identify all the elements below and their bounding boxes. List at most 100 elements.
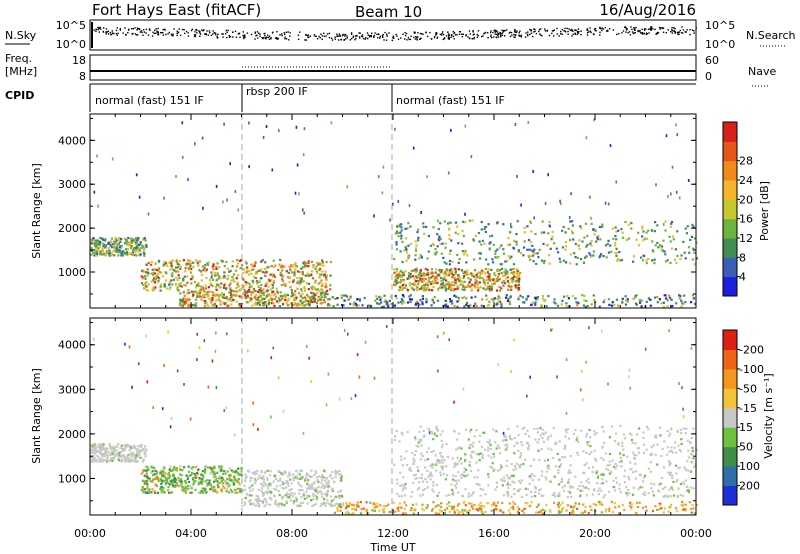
- velocity-scatter-cell: [169, 475, 172, 478]
- power-scatter-cell: [210, 301, 213, 304]
- nsky-tick-top: 10^5: [56, 19, 86, 32]
- power-scatter-cell: [163, 196, 165, 200]
- power-scatter-cell: [652, 250, 655, 253]
- power-scatter-cell: [461, 229, 464, 233]
- power-scatter-cell: [667, 194, 669, 198]
- power-scatter-cell: [116, 243, 119, 246]
- velocity-scatter-cell: [440, 510, 443, 513]
- velocity-scatter-cell: [470, 451, 473, 454]
- nsky-dot: [571, 35, 573, 37]
- power-scatter-cell: [153, 272, 157, 275]
- velocity-scatter-cell: [334, 476, 337, 479]
- power-scatter-cell: [403, 249, 406, 252]
- power-scatter-cell: [512, 277, 515, 280]
- power-colorbar-label: 28: [739, 155, 753, 168]
- velocity-scatter-cell: [693, 512, 697, 515]
- power-scatter-cell: [457, 232, 460, 236]
- power-scatter-cell: [564, 241, 568, 244]
- power-scatter-cell: [656, 241, 659, 245]
- power-scatter-cell: [288, 276, 291, 279]
- nsky-dot: [363, 38, 365, 40]
- velocity-scatter-cell: [608, 460, 611, 463]
- power-scatter-cell: [193, 280, 196, 284]
- velocity-scatter-cell: [379, 504, 382, 507]
- velocity-scatter-cell: [618, 505, 621, 508]
- velocity-scatter-cell: [637, 451, 640, 454]
- power-scatter-cell: [222, 293, 225, 296]
- power-scatter-cell: [183, 275, 186, 278]
- power-scatter-cell: [408, 272, 411, 275]
- power-scatter-cell: [272, 279, 275, 283]
- nsky-dot: [361, 34, 364, 36]
- power-scatter-cell: [301, 301, 304, 304]
- power-scatter-cell: [448, 234, 451, 237]
- velocity-scatter-cell: [680, 503, 683, 506]
- power-scatter-cell: [199, 291, 202, 295]
- nsky-dot: [309, 35, 311, 37]
- power-colorbar-swatch: [723, 276, 737, 297]
- velocity-scatter-cell: [91, 445, 94, 448]
- power-scatter-cell: [585, 299, 588, 303]
- velocity-scatter-cell: [671, 488, 674, 491]
- power-scatter-cell: [353, 301, 356, 304]
- power-scatter-cell: [425, 298, 428, 301]
- power-scatter-cell: [438, 237, 441, 240]
- velocity-scatter-cell: [323, 486, 326, 489]
- velocity-scatter-cell: [437, 429, 440, 432]
- power-scatter-cell: [216, 262, 219, 265]
- power-scatter-cell: [308, 301, 311, 304]
- power-scatter-cell: [121, 252, 124, 255]
- velocity-scatter-cell: [90, 448, 93, 451]
- power-scatter-cell: [177, 263, 181, 266]
- nsky-dot: [405, 32, 408, 35]
- power-scatter-cell: [549, 247, 552, 250]
- nsky-dot: [98, 31, 100, 33]
- power-scatter-cell: [436, 233, 439, 236]
- velocity-scatter-cell: [576, 507, 579, 510]
- velocity-scatter-cell: [288, 472, 291, 476]
- velocity-scatter-cell: [99, 458, 102, 461]
- power-scatter-cell: [105, 244, 108, 247]
- velocity-scatter-cell: [400, 495, 403, 498]
- nsky-dot: [572, 33, 574, 35]
- power-scatter-cell: [444, 272, 447, 275]
- power-scatter-cell: [404, 246, 407, 249]
- velocity-scatter-cell: [535, 505, 538, 508]
- power-scatter-cell: [225, 260, 228, 264]
- power-scatter-cell: [418, 275, 421, 278]
- velocity-scatter-cell: [316, 476, 319, 479]
- velocity-scatter-cell: [587, 511, 590, 515]
- power-scatter-cell: [378, 302, 381, 306]
- power-scatter-cell: [114, 237, 117, 240]
- velocity-scatter-cell: [325, 477, 328, 480]
- power-scatter-cell: [168, 280, 172, 283]
- power-scatter-cell: [427, 280, 430, 283]
- power-scatter-cell: [408, 277, 411, 280]
- power-scatter-cell: [298, 292, 301, 295]
- nsky-dot: [571, 28, 573, 31]
- power-scatter-cell: [183, 297, 187, 301]
- nsky-dot: [560, 33, 562, 35]
- power-scatter-cell: [107, 250, 110, 253]
- velocity-scatter-cell: [456, 438, 459, 441]
- power-scatter-cell: [281, 269, 284, 272]
- velocity-scatter-cell: [421, 503, 424, 506]
- power-scatter-cell: [517, 296, 520, 299]
- power-scatter-cell: [687, 179, 690, 182]
- velocity-scatter-cell: [658, 508, 661, 511]
- nsky-dot: [430, 38, 433, 40]
- power-scatter-cell: [326, 289, 329, 292]
- velocity-scatter-cell: [420, 452, 423, 455]
- power-scatter-cell: [190, 290, 193, 293]
- power-scatter-cell: [202, 269, 205, 272]
- velocity-scatter-cell: [313, 473, 316, 476]
- velocity-scatter-cell: [160, 482, 163, 485]
- velocity-scatter-cell: [513, 481, 516, 484]
- nsky-dot: [379, 37, 381, 39]
- power-scatter-cell: [393, 281, 396, 284]
- power-scatter-cell: [146, 289, 149, 292]
- power-scatter-cell: [517, 272, 520, 276]
- nsky-dot: [641, 32, 643, 34]
- power-scatter-cell: [305, 282, 309, 285]
- power-scatter-cell: [152, 286, 155, 289]
